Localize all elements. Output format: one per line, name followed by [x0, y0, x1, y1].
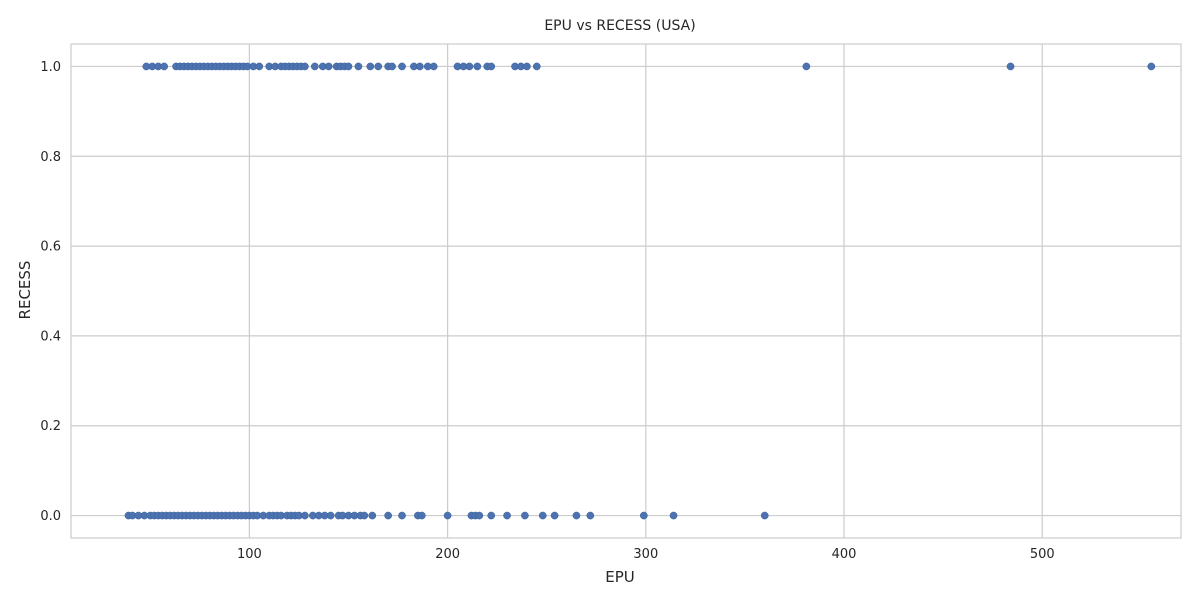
scatter-point — [475, 511, 484, 520]
x-axis-label: EPU — [605, 568, 635, 586]
x-tick-label: 500 — [1030, 547, 1055, 562]
scatter-point — [398, 62, 406, 71]
y-axis-label: RECESS — [16, 261, 34, 320]
scatter-point — [255, 62, 264, 71]
plot-area-frame — [70, 43, 1182, 539]
y-tick-label: 0.0 — [40, 509, 61, 524]
scatter-point — [429, 62, 438, 71]
tick-labels: 100 200 300 400 500 0.0 0.2 0.4 0.6 0.8 1.0 — [40, 60, 1054, 562]
scatter-point — [443, 511, 452, 520]
scatter-point — [417, 511, 426, 520]
x-tick-label: 100 — [237, 547, 262, 562]
scatter-point — [324, 62, 333, 71]
y-tick-label: 0.2 — [40, 419, 61, 434]
scatter-point — [344, 62, 353, 71]
scatter-point — [310, 62, 319, 71]
scatter-point — [366, 62, 375, 71]
y-tick-label: 0.4 — [40, 329, 61, 344]
scatter-point — [1006, 62, 1015, 71]
scatter-point — [538, 511, 547, 520]
scatter-point — [586, 511, 595, 520]
scatter-point — [669, 511, 678, 520]
scatter-point — [532, 62, 541, 71]
x-tick-label: 400 — [832, 547, 857, 562]
scatter-point — [465, 62, 474, 71]
scatter-point — [160, 62, 169, 71]
scatter-point — [523, 62, 531, 71]
x-tick-label: 300 — [633, 547, 658, 562]
scatter-point — [384, 511, 392, 520]
scatter-point — [416, 62, 424, 71]
scatter-point — [368, 511, 377, 520]
scatter-point — [521, 511, 529, 520]
scatter-point — [487, 62, 496, 71]
scatter-point — [360, 511, 369, 520]
chart-title: EPU vs RECESS (USA) — [544, 18, 695, 34]
scatter-point — [760, 511, 769, 520]
scatter-point — [503, 511, 511, 520]
scatter-point — [639, 511, 648, 520]
scatter-point — [572, 511, 581, 520]
grid — [71, 44, 1181, 538]
scatter-point — [1147, 62, 1156, 71]
y-tick-label: 0.6 — [40, 240, 61, 255]
scatter-point — [301, 511, 309, 520]
scatter-point — [354, 62, 363, 71]
scatter-point — [473, 62, 482, 71]
x-tick-label: 200 — [435, 547, 460, 562]
scatter-point — [802, 62, 811, 71]
y-tick-label: 1.0 — [40, 60, 61, 75]
scatter-point — [374, 62, 383, 71]
scatter-point — [550, 511, 559, 520]
scatter-point — [398, 511, 406, 520]
scatter-point — [388, 62, 396, 71]
scatter-point — [326, 511, 335, 520]
scatter-point — [301, 62, 309, 71]
scatter-point — [487, 511, 496, 520]
y-tick-label: 0.8 — [40, 150, 61, 165]
scatter-points — [124, 62, 1156, 520]
